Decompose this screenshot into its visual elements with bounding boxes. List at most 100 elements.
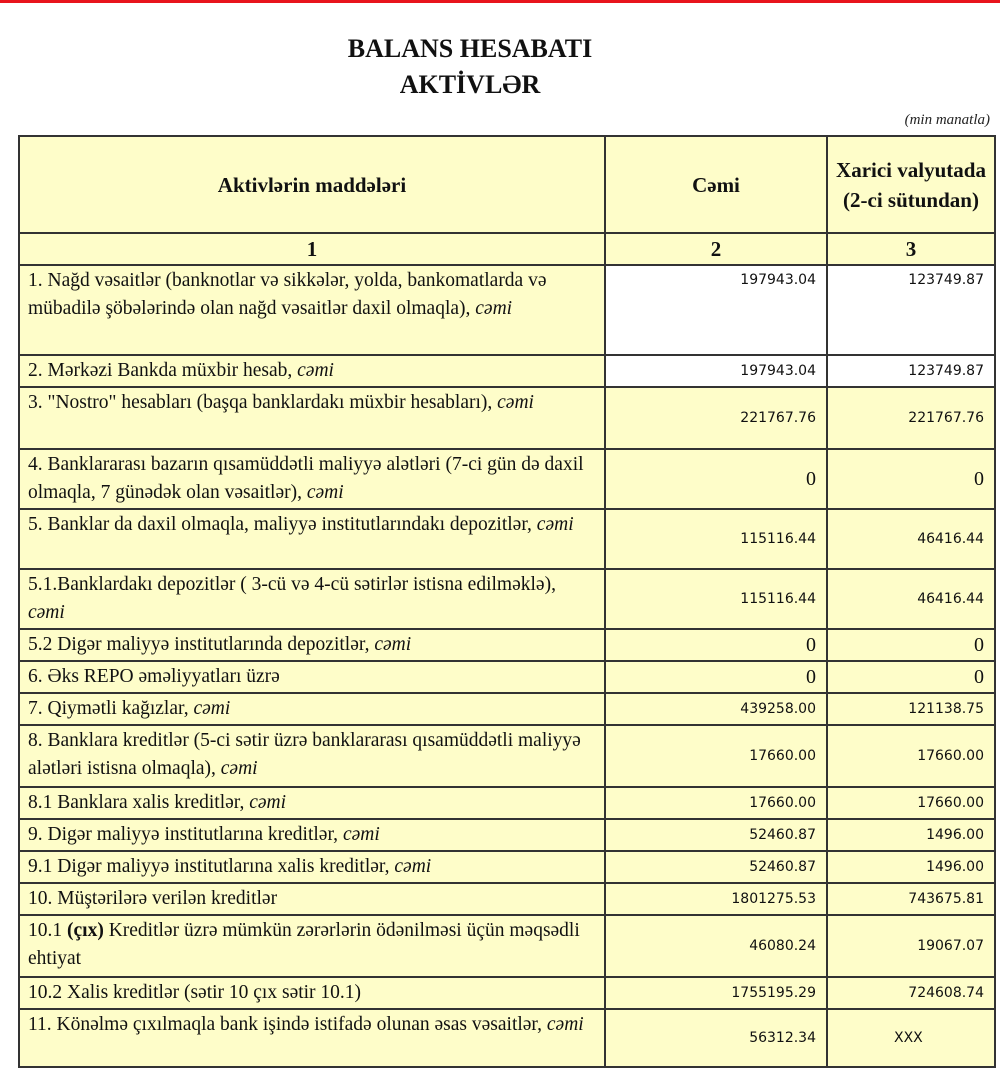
header-num-2: 2 bbox=[604, 232, 828, 266]
row-label-suffix: cəmi bbox=[297, 360, 334, 381]
row-label-cell: 9.1 Digər maliyyə institutlarına xalis k… bbox=[18, 850, 606, 884]
foreign-value: 1496.00 bbox=[826, 818, 996, 852]
row-label: 5.1.Banklardakı depozitlər ( 3-cü və 4-c… bbox=[28, 574, 556, 595]
table-row: 9. Digər maliyyə institutlarına kreditlə… bbox=[18, 818, 996, 852]
balance-table: Aktivlərin maddələri Cəmi Xarici valyuta… bbox=[18, 135, 996, 1068]
total-value: 0 bbox=[604, 448, 828, 510]
row-label-cell: 7. Qiymətli kağızlar, cəmi bbox=[18, 692, 606, 726]
total-value: 17660.00 bbox=[604, 786, 828, 820]
row-label: 9.1 Digər maliyyə institutlarına xalis k… bbox=[28, 856, 390, 877]
table-row: 4. Banklararası bazarın qısamüddətli mal… bbox=[18, 448, 996, 510]
table-row: 9.1 Digər maliyyə institutlarına xalis k… bbox=[18, 850, 996, 884]
row-label-cell: 5.2 Digər maliyyə institutlarında depozi… bbox=[18, 628, 606, 662]
foreign-value: 19067.07 bbox=[826, 914, 996, 978]
row-label: 5.2 Digər maliyyə institutlarında depozi… bbox=[28, 634, 370, 655]
table-row: 11. Könəlmə çıxılmaqla bank işində istif… bbox=[18, 1008, 996, 1068]
table-row: 3. "Nostro" hesabları (başqa banklardakı… bbox=[18, 386, 996, 450]
row-label-cell: 9. Digər maliyyə institutlarına kreditlə… bbox=[18, 818, 606, 852]
foreign-value: 46416.44 bbox=[826, 568, 996, 630]
row-label-suffix: cəmi bbox=[475, 298, 513, 319]
total-value: 56312.34 bbox=[604, 1008, 828, 1068]
total-value: 115116.44 bbox=[604, 508, 828, 570]
total-value: 197943.04 bbox=[604, 264, 828, 356]
total-value: 0 bbox=[604, 660, 828, 694]
foreign-value: 0 bbox=[826, 628, 996, 662]
total-value: 17660.00 bbox=[604, 724, 828, 788]
row-label-cell: 10.1 (çıx) Kreditlər üzrə mümkün zərərlə… bbox=[18, 914, 606, 978]
row-label: 6. Əks REPO əməliyyatları üzrə bbox=[28, 666, 280, 687]
row-label-cell: 8.1 Banklara xalis kreditlər, cəmi bbox=[18, 786, 606, 820]
foreign-value: 221767.76 bbox=[826, 386, 996, 450]
row-label-suffix: cəmi bbox=[220, 758, 258, 779]
row-label: 1. Nağd vəsaitlər (banknotlar və sikkələ… bbox=[28, 270, 547, 319]
row-label-prefix: 10.1 bbox=[28, 920, 67, 941]
total-value: 1755195.29 bbox=[604, 976, 828, 1010]
row-label-suffix: cəmi bbox=[28, 602, 65, 623]
header-foreign: Xarici valyutada (2-ci sütundan) bbox=[826, 135, 996, 234]
foreign-value: XXX bbox=[826, 1008, 996, 1068]
total-value: 0 bbox=[604, 628, 828, 662]
header-items: Aktivlərin maddələri bbox=[18, 135, 606, 234]
header-num-1: 1 bbox=[18, 232, 606, 266]
row-label-cell: 10.2 Xalis kreditlər (sətir 10 çıx sətir… bbox=[18, 976, 606, 1010]
row-label: 10.2 Xalis kreditlər (sətir 10 çıx sətir… bbox=[28, 982, 362, 1003]
total-value: 46080.24 bbox=[604, 914, 828, 978]
table-row: 10.2 Xalis kreditlər (sətir 10 çıx sətir… bbox=[18, 976, 996, 1010]
total-value: 1801275.53 bbox=[604, 882, 828, 916]
total-value: 115116.44 bbox=[604, 568, 828, 630]
table-row: 5.2 Digər maliyyə institutlarında depozi… bbox=[18, 628, 996, 662]
table-row: 5.1.Banklardakı depozitlər ( 3-cü və 4-c… bbox=[18, 568, 996, 630]
foreign-value: 17660.00 bbox=[826, 786, 996, 820]
table-row: 2. Mərkəzi Bankda müxbir hesab, cəmi 197… bbox=[18, 354, 996, 388]
total-value: 52460.87 bbox=[604, 818, 828, 852]
total-value: 439258.00 bbox=[604, 692, 828, 726]
row-label: 11. Könəlmə çıxılmaqla bank işində istif… bbox=[28, 1014, 543, 1035]
unit-note: (min manatla) bbox=[904, 112, 990, 128]
row-label-cell: 4. Banklararası bazarın qısamüddətli mal… bbox=[18, 448, 606, 510]
table-row: 7. Qiymətli kağızlar, cəmi 439258.00 121… bbox=[18, 692, 996, 726]
row-label: 2. Mərkəzi Bankda müxbir hesab, bbox=[28, 360, 293, 381]
total-value: 197943.04 bbox=[604, 354, 828, 388]
row-label-suffix: cəmi bbox=[394, 856, 432, 877]
report-title: BALANS HESABATI bbox=[347, 34, 593, 63]
header-total: Cəmi bbox=[604, 135, 828, 234]
foreign-value: 121138.75 bbox=[826, 692, 996, 726]
foreign-value: 724608.74 bbox=[826, 976, 996, 1010]
row-label-suffix: cəmi bbox=[193, 698, 231, 719]
foreign-value: 123749.87 bbox=[826, 354, 996, 388]
foreign-value: 123749.87 bbox=[826, 264, 996, 356]
foreign-value: 0 bbox=[826, 448, 996, 510]
table-row: 10. Müştərilərə verilən kreditlər 180127… bbox=[18, 882, 996, 916]
foreign-value: 1496.00 bbox=[826, 850, 996, 884]
row-label: 7. Qiymətli kağızlar, bbox=[28, 698, 189, 719]
table-row: 1. Nağd vəsaitlər (banknotlar və sikkələ… bbox=[18, 264, 996, 356]
row-label-cell: 3. "Nostro" hesabları (başqa banklardakı… bbox=[18, 386, 606, 450]
row-label-cell: 6. Əks REPO əməliyyatları üzrə bbox=[18, 660, 606, 694]
row-label-cell: 11. Könəlmə çıxılmaqla bank işində istif… bbox=[18, 1008, 606, 1068]
table-row: 6. Əks REPO əməliyyatları üzrə 0 0 bbox=[18, 660, 996, 694]
row-label-suffix: cəmi bbox=[374, 634, 412, 655]
foreign-value: 17660.00 bbox=[826, 724, 996, 788]
total-value: 52460.87 bbox=[604, 850, 828, 884]
row-label-suffix: cəmi bbox=[342, 824, 380, 845]
row-label: 4. Banklararası bazarın qısamüddətli mal… bbox=[28, 454, 584, 503]
row-label: Kreditlər üzrə mümkün zərərlərin ödənilm… bbox=[28, 920, 580, 969]
row-label-suffix: cəmi bbox=[536, 514, 574, 535]
row-label-cell: 1. Nağd vəsaitlər (banknotlar və sikkələ… bbox=[18, 264, 606, 356]
foreign-value: 0 bbox=[826, 660, 996, 694]
row-label-suffix: cəmi bbox=[497, 392, 534, 413]
row-label-cell: 10. Müştərilərə verilən kreditlər bbox=[18, 882, 606, 916]
header-num-3: 3 bbox=[826, 232, 996, 266]
row-label: 8.1 Banklara xalis kreditlər, bbox=[28, 792, 245, 813]
table-row: 8. Banklara kreditlər (5-ci sətir üzrə b… bbox=[18, 724, 996, 788]
row-label: 9. Digər maliyyə institutlarına kreditlə… bbox=[28, 824, 339, 845]
row-label-bold: (çıx) bbox=[67, 920, 104, 941]
row-label-cell: 5.1.Banklardakı depozitlər ( 3-cü və 4-c… bbox=[18, 568, 606, 630]
report-subtitle: AKTİVLƏR bbox=[399, 70, 541, 99]
row-label-cell: 2. Mərkəzi Bankda müxbir hesab, cəmi bbox=[18, 354, 606, 388]
top-red-line bbox=[0, 0, 1000, 3]
row-label-cell: 8. Banklara kreditlər (5-ci sətir üzrə b… bbox=[18, 724, 606, 788]
row-label: 8. Banklara kreditlər (5-ci sətir üzrə b… bbox=[28, 730, 581, 779]
row-label: 5. Banklar da daxil olmaqla, maliyyə ins… bbox=[28, 514, 532, 535]
table-row: 10.1 (çıx) Kreditlər üzrə mümkün zərərlə… bbox=[18, 914, 996, 978]
